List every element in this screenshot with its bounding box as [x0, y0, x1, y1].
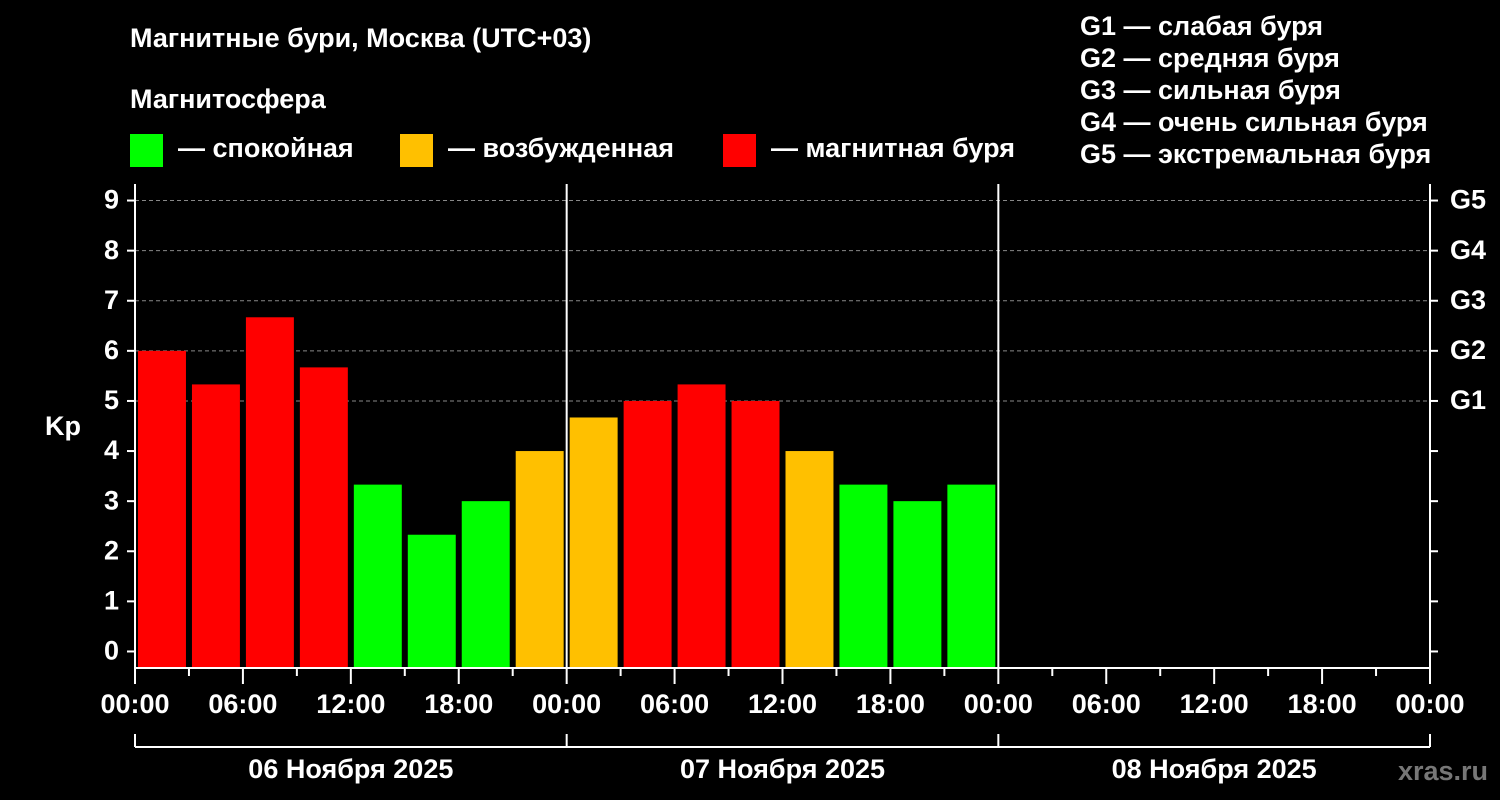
y-tick-label: 4	[104, 435, 119, 465]
y2-tick-label: G3	[1450, 285, 1486, 315]
y2-tick-label: G1	[1450, 385, 1486, 415]
y-tick-label: 2	[104, 535, 119, 565]
bar	[569, 417, 618, 668]
x-tick-label: 06:00	[208, 689, 277, 719]
bar	[299, 367, 348, 668]
x-tick-label: 18:00	[856, 689, 925, 719]
legend-label: — спокойная	[178, 133, 354, 163]
x-tick-label: 00:00	[100, 689, 169, 719]
bar	[407, 534, 456, 668]
bar	[138, 350, 186, 668]
bar	[785, 451, 834, 668]
watermark: xras.ru	[1398, 756, 1488, 786]
bar	[731, 400, 780, 668]
scale-legend-item: G1 — слабая буря	[1080, 11, 1323, 41]
day-label: 07 Ноября 2025	[680, 754, 885, 784]
y-tick-label: 1	[104, 585, 119, 615]
x-tick-label: 00:00	[532, 689, 601, 719]
legend-swatch	[723, 134, 756, 167]
scale-legend-item: G4 — очень сильная буря	[1080, 107, 1428, 137]
bar	[947, 484, 996, 668]
bar	[623, 400, 672, 668]
x-tick-label: 00:00	[1395, 689, 1464, 719]
x-tick-label: 00:00	[964, 689, 1033, 719]
bar	[893, 501, 942, 668]
x-tick-label: 12:00	[748, 689, 817, 719]
x-tick-label: 12:00	[316, 689, 385, 719]
bar	[839, 484, 888, 668]
y-tick-label: 8	[104, 235, 119, 265]
bar	[461, 501, 510, 668]
y-tick-label: 5	[104, 385, 119, 415]
y-tick-label: 0	[104, 636, 119, 666]
y-tick-label: 6	[104, 335, 119, 365]
y2-tick-label: G5	[1450, 185, 1486, 215]
scale-legend-item: G5 — экстремальная буря	[1080, 139, 1431, 169]
day-label: 08 Ноября 2025	[1112, 754, 1317, 784]
y-tick-label: 3	[104, 485, 119, 515]
bar	[191, 384, 240, 668]
legend-label: — магнитная буря	[771, 133, 1015, 163]
y-axis-label: Kp	[45, 411, 81, 441]
x-tick-label: 06:00	[640, 689, 709, 719]
bar	[515, 451, 564, 668]
bar	[353, 484, 402, 668]
legend-title: Магнитосфера	[130, 84, 327, 114]
legend-swatch	[400, 134, 433, 167]
day-label: 06 Ноября 2025	[248, 754, 453, 784]
scale-legend-item: G2 — средняя буря	[1080, 43, 1340, 73]
x-tick-label: 18:00	[1288, 689, 1357, 719]
x-tick-label: 18:00	[424, 689, 493, 719]
bar	[245, 317, 294, 668]
scale-legend-item: G3 — сильная буря	[1080, 75, 1341, 105]
x-tick-label: 06:00	[1072, 689, 1141, 719]
x-tick-label: 12:00	[1180, 689, 1249, 719]
legend-swatch	[130, 134, 163, 167]
y-tick-label: 9	[104, 185, 119, 215]
chart-title: Магнитные бури, Москва (UTC+03)	[130, 23, 591, 53]
y2-tick-label: G4	[1450, 235, 1486, 265]
legend-label: — возбужденная	[448, 133, 674, 163]
y2-tick-label: G2	[1450, 335, 1486, 365]
bar	[677, 384, 726, 668]
y-tick-label: 7	[104, 285, 119, 315]
